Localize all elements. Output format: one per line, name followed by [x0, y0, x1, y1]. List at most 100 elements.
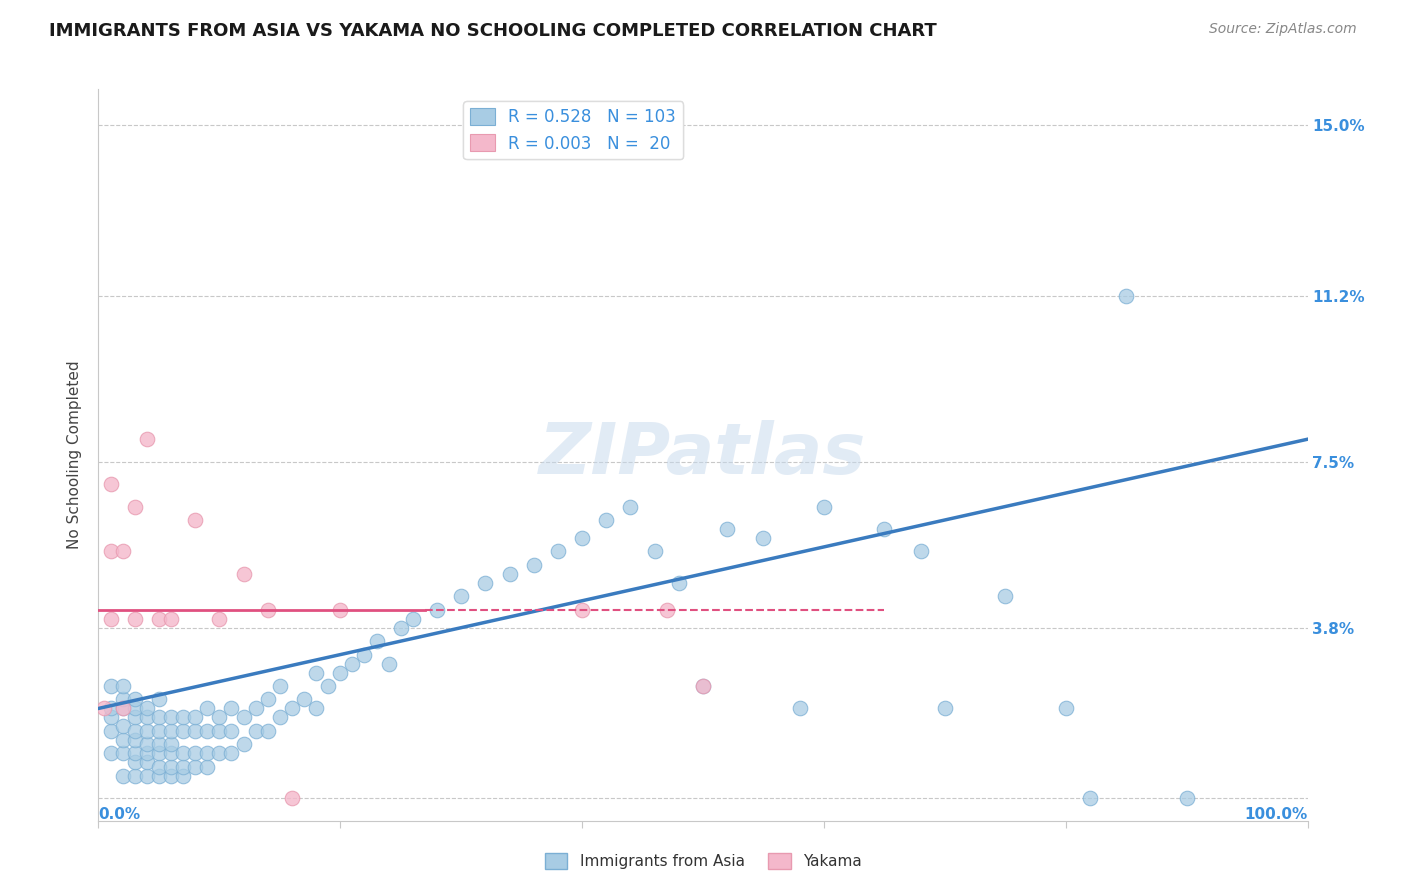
Point — [135, 747, 157, 761]
Point — [934, 701, 956, 715]
Point — [474, 575, 496, 590]
Point — [160, 737, 183, 751]
Point — [111, 732, 134, 747]
Point — [1175, 791, 1198, 805]
Text: IMMIGRANTS FROM ASIA VS YAKAMA NO SCHOOLING COMPLETED CORRELATION CHART: IMMIGRANTS FROM ASIA VS YAKAMA NO SCHOOL… — [49, 22, 936, 40]
Point — [523, 558, 546, 572]
Point — [619, 500, 641, 514]
Point — [148, 747, 170, 761]
Point — [135, 737, 157, 751]
Point — [111, 544, 134, 558]
Point — [873, 522, 896, 536]
Point — [789, 701, 811, 715]
Point — [232, 710, 254, 724]
Point — [160, 710, 183, 724]
Point — [184, 760, 207, 774]
Point — [135, 701, 157, 715]
Point — [910, 544, 932, 558]
Point — [595, 513, 617, 527]
Point — [100, 679, 122, 693]
Point — [316, 679, 339, 693]
Point — [281, 701, 304, 715]
Point — [269, 679, 291, 693]
Point — [172, 710, 194, 724]
Point — [184, 710, 207, 724]
Point — [124, 612, 146, 626]
Y-axis label: No Schooling Completed: No Schooling Completed — [67, 360, 83, 549]
Point — [221, 701, 243, 715]
Point — [208, 710, 231, 724]
Point — [148, 710, 170, 724]
Legend: R = 0.528   N = 103, R = 0.003   N =  20: R = 0.528 N = 103, R = 0.003 N = 20 — [464, 101, 683, 159]
Point — [195, 760, 218, 774]
Point — [124, 747, 146, 761]
Point — [111, 701, 134, 715]
Point — [195, 701, 218, 715]
Point — [135, 769, 157, 783]
Point — [135, 723, 157, 738]
Legend: Immigrants from Asia, Yakama: Immigrants from Asia, Yakama — [538, 847, 868, 875]
Point — [329, 665, 352, 680]
Point — [148, 769, 170, 783]
Point — [208, 612, 231, 626]
Point — [148, 692, 170, 706]
Point — [366, 634, 388, 648]
Point — [111, 701, 134, 715]
Point — [184, 723, 207, 738]
Point — [100, 723, 122, 738]
Point — [994, 589, 1017, 603]
Point — [172, 723, 194, 738]
Point — [135, 710, 157, 724]
Point — [208, 723, 231, 738]
Point — [256, 723, 278, 738]
Point — [571, 603, 593, 617]
Text: ZIPatlas: ZIPatlas — [540, 420, 866, 490]
Point — [342, 657, 364, 671]
Point — [148, 760, 170, 774]
Point — [655, 603, 678, 617]
Point — [813, 500, 835, 514]
Text: 100.0%: 100.0% — [1244, 807, 1308, 822]
Point — [692, 679, 714, 693]
Point — [124, 756, 146, 770]
Point — [305, 701, 328, 715]
Point — [245, 701, 267, 715]
Point — [124, 723, 146, 738]
Point — [184, 513, 207, 527]
Point — [100, 544, 122, 558]
Point — [148, 612, 170, 626]
Point — [111, 769, 134, 783]
Point — [716, 522, 738, 536]
Point — [1054, 701, 1077, 715]
Point — [160, 612, 183, 626]
Point — [135, 432, 157, 446]
Point — [124, 769, 146, 783]
Point — [100, 477, 122, 491]
Point — [111, 692, 134, 706]
Point — [377, 657, 399, 671]
Point — [124, 710, 146, 724]
Point — [1115, 288, 1137, 302]
Point — [498, 566, 520, 581]
Point — [100, 612, 122, 626]
Point — [195, 723, 218, 738]
Point — [160, 760, 183, 774]
Point — [221, 723, 243, 738]
Point — [232, 737, 254, 751]
Text: Source: ZipAtlas.com: Source: ZipAtlas.com — [1209, 22, 1357, 37]
Point — [256, 692, 278, 706]
Point — [195, 747, 218, 761]
Point — [644, 544, 666, 558]
Point — [172, 747, 194, 761]
Point — [172, 769, 194, 783]
Point — [208, 747, 231, 761]
Point — [160, 747, 183, 761]
Point — [269, 710, 291, 724]
Point — [245, 723, 267, 738]
Text: 0.0%: 0.0% — [98, 807, 141, 822]
Point — [256, 603, 278, 617]
Point — [111, 679, 134, 693]
Point — [160, 723, 183, 738]
Point — [305, 665, 328, 680]
Point — [450, 589, 472, 603]
